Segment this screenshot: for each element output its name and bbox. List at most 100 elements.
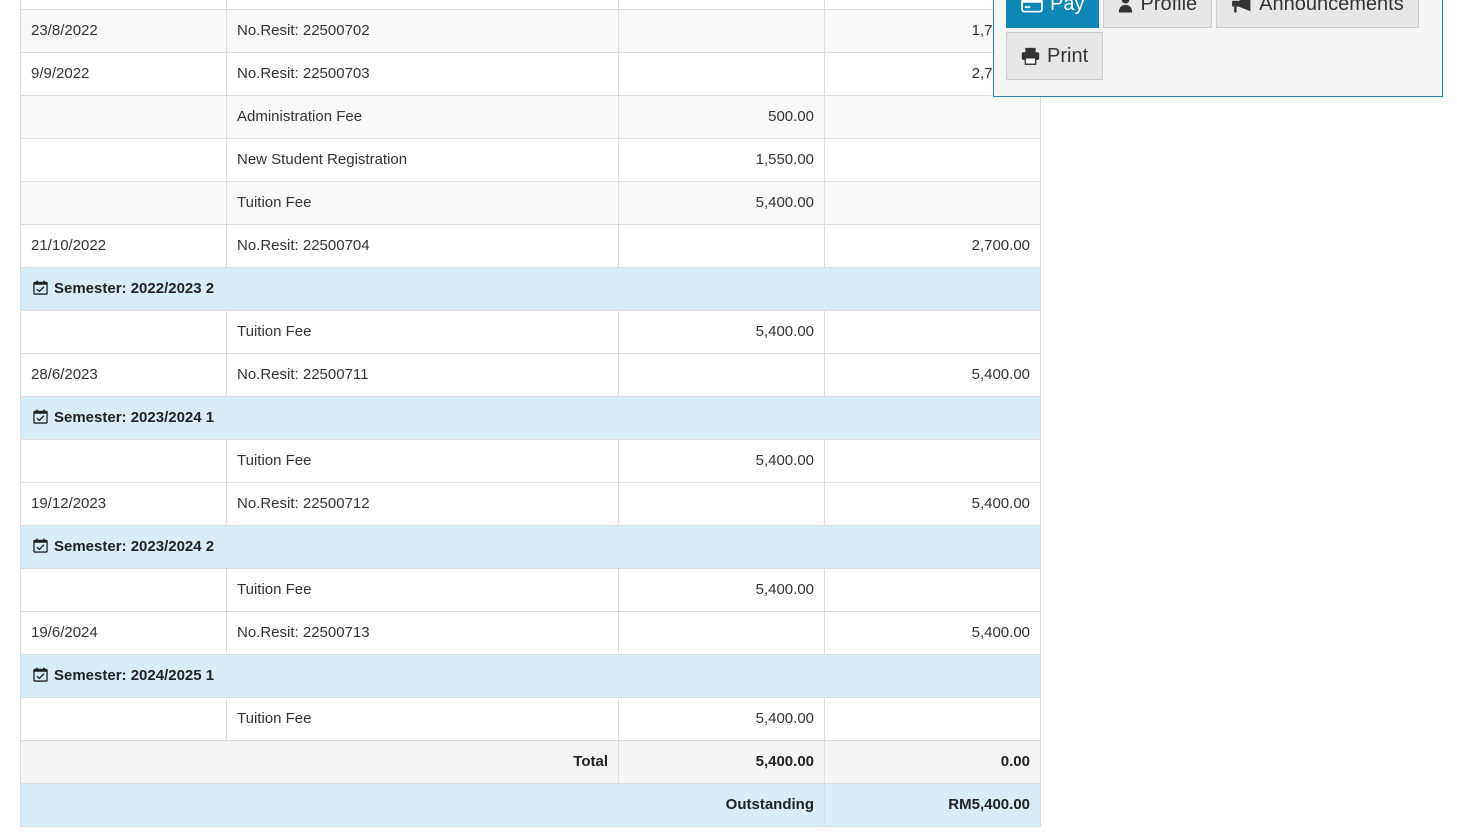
credit-card-icon bbox=[1021, 0, 1043, 13]
calendar-check-icon bbox=[33, 538, 54, 555]
cell-description: No.Resit: 22500711 bbox=[226, 353, 619, 397]
table-row: Tuition Fee 5,400.00 bbox=[20, 439, 1041, 483]
cell-date: 19/6/2024 bbox=[20, 611, 227, 655]
cell-debit bbox=[618, 52, 825, 96]
cell-date: 19/12/2023 bbox=[20, 482, 227, 526]
semester-header-row: Semester: 2024/2025 1 bbox=[20, 654, 1041, 698]
profile-button[interactable]: Profile bbox=[1103, 0, 1213, 28]
semester-label-cell: Semester: 2022/2023 2 bbox=[20, 267, 1041, 311]
cell-description: No.Resit: 22500702 bbox=[226, 9, 619, 53]
cell-debit bbox=[618, 9, 825, 53]
cell-date: 28/6/2023 bbox=[20, 353, 227, 397]
cell-date: 20/6/2022 bbox=[20, 0, 227, 10]
table-row: New Student Registration 1,550.00 bbox=[20, 138, 1041, 182]
cell-credit bbox=[824, 568, 1041, 612]
cell-description: Tuition Fee bbox=[226, 310, 619, 354]
table-row: Tuition Fee 5,400.00 bbox=[20, 310, 1041, 354]
cell-credit: 5,400.00 bbox=[824, 482, 1041, 526]
cell-date: 9/9/2022 bbox=[20, 52, 227, 96]
total-debit: 5,400.00 bbox=[618, 740, 825, 784]
button-label: Pay bbox=[1050, 0, 1085, 15]
print-button[interactable]: Print bbox=[1006, 32, 1104, 80]
printer-icon bbox=[1021, 47, 1040, 65]
cell-debit bbox=[618, 353, 825, 397]
cell-debit: 1,550.00 bbox=[618, 138, 825, 182]
cell-debit: 5,400.00 bbox=[618, 439, 825, 483]
cell-debit: 5,400.00 bbox=[618, 310, 825, 354]
cell-credit bbox=[824, 181, 1041, 225]
outstanding-label: Outstanding bbox=[20, 783, 825, 827]
table-row: 28/6/2023 No.Resit: 22500711 5,400.00 bbox=[20, 353, 1041, 397]
semester-label-cell: Semester: 2024/2025 1 bbox=[20, 654, 1041, 698]
table-row: Tuition Fee 5,400.00 bbox=[20, 568, 1041, 612]
table-row: Tuition Fee 5,400.00 bbox=[20, 697, 1041, 741]
semester-label-cell: Semester: 2023/2024 1 bbox=[20, 396, 1041, 440]
cell-credit bbox=[824, 310, 1041, 354]
table-row: 19/6/2024 No.Resit: 22500713 5,400.00 bbox=[20, 611, 1041, 655]
total-label: Total bbox=[20, 740, 619, 784]
outstanding-amount: RM5,400.00 bbox=[824, 783, 1041, 827]
cell-date: 23/8/2022 bbox=[20, 9, 227, 53]
cell-credit bbox=[824, 95, 1041, 139]
semester-label-cell: Semester: 2023/2024 2 bbox=[20, 525, 1041, 569]
table-row: Administration Fee 500.00 bbox=[20, 95, 1041, 139]
cell-description: No.Resit: 22500704 bbox=[226, 224, 619, 268]
semester-label: Semester: 2023/2024 1 bbox=[54, 409, 215, 426]
cell-debit bbox=[618, 482, 825, 526]
cell-debit: 5,400.00 bbox=[618, 697, 825, 741]
cell-debit: 5,400.00 bbox=[618, 181, 825, 225]
cell-credit bbox=[824, 138, 1041, 182]
cell-credit: 5,400.00 bbox=[824, 611, 1041, 655]
semester-header-row: Semester: 2023/2024 2 bbox=[20, 525, 1041, 569]
cell-debit bbox=[618, 611, 825, 655]
announcements-button[interactable]: Announcements bbox=[1216, 0, 1419, 28]
cell-description: No.Resit: 22500713 bbox=[226, 611, 619, 655]
cell-description: Tuition Fee bbox=[226, 697, 619, 741]
calendar-check-icon bbox=[33, 280, 54, 297]
semester-header-row: Semester: 2023/2024 1 bbox=[20, 396, 1041, 440]
semester-header-row: Semester: 2022/2023 2 bbox=[20, 267, 1041, 311]
cell-description: Tuition Fee bbox=[226, 439, 619, 483]
button-label: Profile bbox=[1140, 0, 1198, 15]
cell-credit: 2,700.00 bbox=[824, 224, 1041, 268]
cell-debit: 5,400.00 bbox=[618, 568, 825, 612]
action-panel: Pay Profile Announcements Print bbox=[993, 0, 1443, 97]
action-button-group: Pay Profile Announcements Print bbox=[1006, 0, 1430, 84]
total-row: Total 5,400.00 0.00 bbox=[20, 740, 1041, 784]
calendar-check-icon bbox=[33, 409, 54, 426]
cell-description: New Student Registration bbox=[226, 138, 619, 182]
cell-description: No.Resit: 22500701 bbox=[226, 0, 619, 10]
cell-date bbox=[20, 181, 227, 225]
cell-credit: 5,400.00 bbox=[824, 353, 1041, 397]
cell-date bbox=[20, 439, 227, 483]
button-label: Announcements bbox=[1259, 0, 1404, 15]
calendar-check-icon bbox=[33, 667, 54, 684]
cell-date bbox=[20, 95, 227, 139]
cell-description: Tuition Fee bbox=[226, 568, 619, 612]
cell-date bbox=[20, 310, 227, 354]
cell-date bbox=[20, 568, 227, 612]
table-row: Tuition Fee 5,400.00 bbox=[20, 181, 1041, 225]
outstanding-row: Outstanding RM5,400.00 bbox=[20, 783, 1041, 827]
cell-date bbox=[20, 138, 227, 182]
cell-debit bbox=[618, 0, 825, 10]
semester-label: Semester: 2024/2025 1 bbox=[54, 667, 215, 684]
table-row: 21/10/2022 No.Resit: 22500704 2,700.00 bbox=[20, 224, 1041, 268]
cell-credit bbox=[824, 697, 1041, 741]
cell-description: Tuition Fee bbox=[226, 181, 619, 225]
cell-date bbox=[20, 697, 227, 741]
pay-button[interactable]: Pay bbox=[1006, 0, 1100, 28]
cell-description: Administration Fee bbox=[226, 95, 619, 139]
cell-debit: 500.00 bbox=[618, 95, 825, 139]
user-icon bbox=[1118, 0, 1133, 13]
semester-label: Semester: 2023/2024 2 bbox=[54, 538, 215, 555]
cell-credit bbox=[824, 439, 1041, 483]
button-label: Print bbox=[1047, 45, 1089, 67]
